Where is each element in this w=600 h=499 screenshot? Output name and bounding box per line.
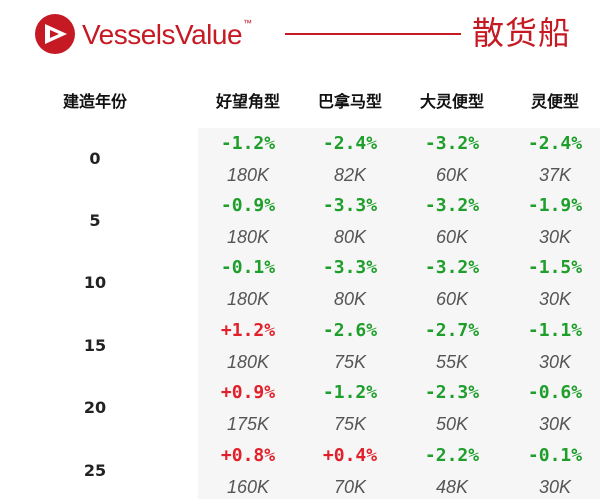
cell-value: 30K (538, 227, 572, 247)
cell-value: 30K (538, 352, 572, 372)
column-header: 好望角型 (215, 92, 280, 111)
cell-change-percent: -2.3% (424, 382, 480, 403)
row-label-build-year: 25 (83, 461, 107, 480)
page-title: 散货船 (472, 14, 572, 52)
cell-value: 75K (333, 352, 367, 372)
row-label-build-year: 10 (83, 273, 107, 292)
cell-value: 160K (226, 477, 270, 497)
cell-change-percent: -2.7% (424, 320, 480, 341)
cell-value: 82K (333, 165, 367, 185)
cell-change-percent: -0.9% (220, 195, 276, 216)
cell-value: 30K (538, 414, 572, 434)
cell-change-percent: -3.2% (424, 133, 480, 154)
cell-change-percent: -2.4% (322, 133, 378, 154)
cell-value: 50K (435, 414, 469, 434)
brand-logo: VesselsValue™ (34, 12, 252, 56)
cell-change-percent: -3.3% (322, 257, 378, 278)
header-build-year: 建造年份 (62, 92, 127, 111)
cell-change-percent: -0.1% (527, 445, 583, 466)
cell-value: 180K (226, 289, 270, 309)
cell-change-percent: -1.5% (527, 257, 583, 278)
cell-value: 175K (226, 414, 270, 434)
cell-value: 37K (538, 165, 572, 185)
cell-value: 75K (333, 414, 367, 434)
cell-value: 48K (435, 477, 469, 497)
column-header: 巴拿马型 (317, 92, 382, 111)
header-divider-line (285, 33, 461, 35)
cell-change-percent: -2.2% (424, 445, 480, 466)
cell-value: 80K (333, 227, 367, 247)
row-label-build-year: 0 (89, 149, 101, 168)
row-label-build-year: 15 (83, 336, 107, 355)
cell-change-percent: +0.4% (322, 445, 378, 466)
column-header: 灵便型 (530, 92, 579, 111)
data-area-background (198, 128, 600, 499)
brand-trademark: ™ (243, 18, 252, 28)
cell-change-percent: +1.2% (220, 320, 276, 341)
cell-change-percent: -3.2% (424, 257, 480, 278)
vesselsvalue-triangle-logo-icon (35, 14, 75, 54)
cell-value: 180K (226, 165, 270, 185)
brand-name: VesselsValue™ (82, 18, 252, 50)
cell-change-percent: -2.6% (322, 320, 378, 341)
cell-change-percent: -1.2% (220, 133, 276, 154)
cell-change-percent: -2.4% (527, 133, 583, 154)
header: VesselsValue™ 散货船 (0, 0, 600, 70)
cell-value: 180K (226, 227, 270, 247)
cell-change-percent: -1.9% (527, 195, 583, 216)
cell-value: 60K (435, 289, 469, 309)
cell-value: 55K (435, 352, 469, 372)
cell-change-percent: +0.8% (220, 445, 276, 466)
cell-value: 70K (333, 477, 367, 497)
row-label-build-year: 20 (83, 398, 107, 417)
cell-value: 30K (538, 477, 572, 497)
cell-change-percent: -1.1% (527, 320, 583, 341)
cell-change-percent: -0.1% (220, 257, 276, 278)
cell-value: 180K (226, 352, 270, 372)
column-header: 大灵便型 (419, 92, 484, 111)
cell-change-percent: -3.2% (424, 195, 480, 216)
row-label-build-year: 5 (89, 211, 101, 230)
cell-change-percent: -3.3% (322, 195, 378, 216)
cell-value: 80K (333, 289, 367, 309)
cell-value: 60K (435, 227, 469, 247)
cell-change-percent: +0.9% (220, 382, 276, 403)
cell-value: 60K (435, 165, 469, 185)
cell-change-percent: -1.2% (322, 382, 378, 403)
cell-change-percent: -0.6% (527, 382, 583, 403)
cell-value: 30K (538, 289, 572, 309)
